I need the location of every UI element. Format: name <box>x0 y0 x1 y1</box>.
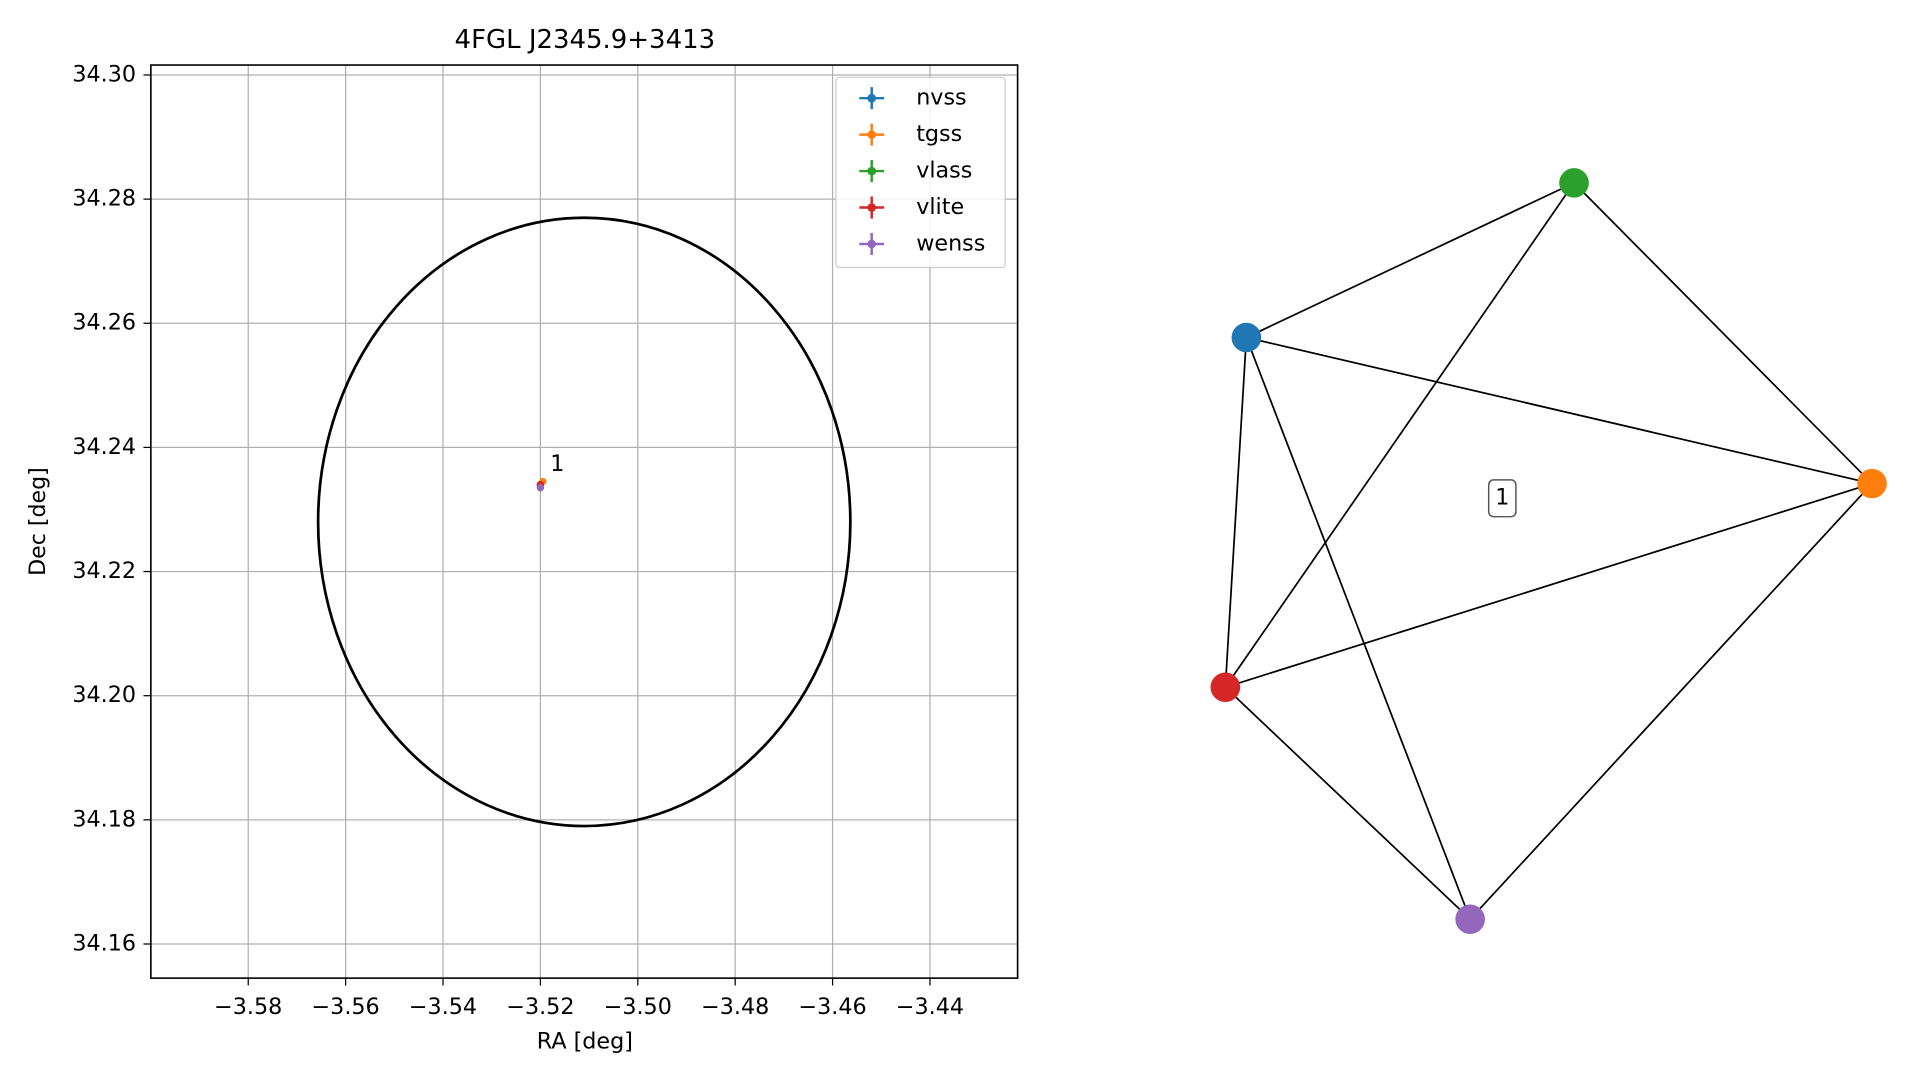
x-tick-label: −3.46 <box>798 994 866 1020</box>
edge <box>1224 686 1471 920</box>
y-tick-label: 34.28 <box>72 186 136 212</box>
y-tick-label: 34.26 <box>72 310 136 336</box>
x-tick-label: −3.58 <box>214 994 282 1020</box>
legend-label: wenss <box>916 231 985 257</box>
legend: nvss tgss vlass vlite wenss <box>835 76 1006 269</box>
cluster-label-box <box>1487 479 1517 518</box>
legend-marker <box>867 130 877 139</box>
x-tick-label: −3.48 <box>701 994 769 1020</box>
legend-marker <box>867 203 877 212</box>
y-axis-label: Dec [deg] <box>25 467 51 576</box>
node <box>1210 672 1241 702</box>
edge <box>1224 182 1575 688</box>
edge <box>1246 336 1873 485</box>
edge <box>1245 337 1471 920</box>
legend-marker <box>867 93 877 103</box>
legend-marker <box>867 166 877 176</box>
annotation: 1 <box>550 451 564 477</box>
y-tick-label: 34.16 <box>72 931 136 957</box>
legend-label: vlite <box>916 194 964 220</box>
x-tick-label: −3.52 <box>506 994 574 1020</box>
cluster-label: 1 <box>1495 485 1509 511</box>
legend-marker <box>867 239 877 249</box>
y-tick-label: 34.20 <box>72 682 136 708</box>
y-tick-label: 34.18 <box>72 806 136 832</box>
node <box>1559 168 1589 198</box>
edge <box>1469 482 1873 920</box>
node <box>1231 322 1262 353</box>
y-tick-label: 34.30 <box>72 62 136 88</box>
point <box>536 484 545 492</box>
chart-title: 4FGL J2345.9+3413 <box>455 25 716 55</box>
legend-label: nvss <box>916 85 966 111</box>
y-tick-label: 34.22 <box>72 558 136 584</box>
legend-box <box>835 76 1006 269</box>
x-tick-label: −3.54 <box>409 994 477 1020</box>
legend-label: vlass <box>916 158 972 184</box>
node <box>1455 904 1485 934</box>
edge <box>1225 482 1873 689</box>
x-axis-label: RA [deg] <box>537 1029 633 1055</box>
error-ellipse <box>316 216 852 828</box>
y-tick-label: 34.24 <box>72 434 136 460</box>
x-tick-label: −3.44 <box>896 994 964 1020</box>
edge <box>1224 337 1248 688</box>
node <box>1857 468 1887 499</box>
edge <box>1245 182 1575 339</box>
x-tick-label: −3.50 <box>604 994 672 1020</box>
network: 1 <box>1210 168 1887 934</box>
edge <box>1573 182 1873 485</box>
legend-label: tgss <box>916 121 962 147</box>
x-tick-label: −3.56 <box>312 994 380 1020</box>
axes-frame <box>150 64 1019 979</box>
